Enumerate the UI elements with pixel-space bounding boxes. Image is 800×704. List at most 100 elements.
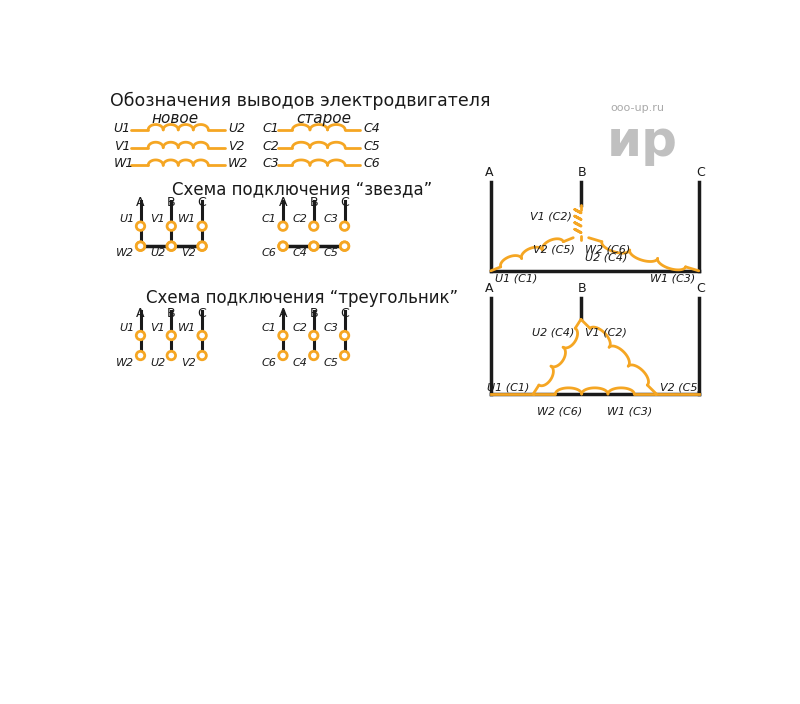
Text: W1: W1 — [114, 157, 134, 170]
Text: V1 (C2): V1 (C2) — [530, 211, 572, 221]
Circle shape — [136, 242, 145, 251]
Text: C3: C3 — [323, 214, 338, 224]
Text: C6: C6 — [363, 157, 380, 170]
Text: новое: новое — [151, 111, 198, 125]
Text: U2: U2 — [150, 249, 165, 258]
Text: U2 (C4): U2 (C4) — [585, 252, 627, 263]
Text: C6: C6 — [262, 249, 277, 258]
Circle shape — [198, 222, 206, 230]
Text: W2: W2 — [228, 157, 249, 170]
Text: C: C — [340, 307, 349, 320]
Text: U1 (C1): U1 (C1) — [494, 274, 537, 284]
Text: V2: V2 — [181, 249, 196, 258]
Circle shape — [310, 242, 318, 251]
Circle shape — [167, 351, 175, 360]
Circle shape — [278, 242, 287, 251]
Text: C: C — [696, 282, 705, 295]
Circle shape — [278, 222, 287, 230]
Circle shape — [278, 332, 287, 340]
Text: C6: C6 — [262, 358, 277, 367]
Text: B: B — [578, 166, 586, 180]
Text: C5: C5 — [363, 139, 380, 153]
Text: V2 (C5): V2 (C5) — [660, 382, 702, 393]
Text: C5: C5 — [323, 249, 338, 258]
Text: W1: W1 — [178, 323, 196, 333]
Circle shape — [340, 222, 349, 230]
Text: B: B — [167, 307, 176, 320]
Text: U2: U2 — [228, 122, 246, 135]
Circle shape — [198, 242, 206, 251]
Text: V1 (C2): V1 (C2) — [585, 327, 626, 337]
Circle shape — [167, 242, 175, 251]
Text: V2: V2 — [228, 139, 245, 153]
Text: C1: C1 — [262, 122, 279, 135]
Text: ooo-up.ru: ooo-up.ru — [610, 103, 664, 113]
Text: B: B — [167, 196, 176, 209]
Text: C: C — [198, 307, 206, 320]
Text: Схема подключения “звезда”: Схема подключения “звезда” — [172, 180, 432, 198]
Text: C3: C3 — [323, 323, 338, 333]
Text: V1: V1 — [114, 139, 130, 153]
Text: A: A — [136, 307, 145, 320]
Circle shape — [136, 222, 145, 230]
Text: ир: ир — [606, 118, 678, 166]
Text: V2 (C5): V2 (C5) — [533, 245, 574, 255]
Circle shape — [136, 351, 145, 360]
Text: Схема подключения “треугольник”: Схема подключения “треугольник” — [146, 289, 458, 308]
Circle shape — [340, 242, 349, 251]
Circle shape — [310, 351, 318, 360]
Text: C2: C2 — [293, 323, 307, 333]
Circle shape — [136, 242, 145, 251]
Circle shape — [167, 242, 175, 251]
Text: C5: C5 — [323, 358, 338, 367]
Text: C4: C4 — [293, 249, 307, 258]
Text: W1 (C3): W1 (C3) — [607, 406, 653, 416]
Text: U2 (C4): U2 (C4) — [533, 327, 574, 337]
Text: C4: C4 — [363, 122, 380, 135]
Text: W2: W2 — [116, 249, 134, 258]
Text: W2: W2 — [116, 358, 134, 367]
Text: C: C — [198, 196, 206, 209]
Circle shape — [310, 242, 318, 251]
Text: B: B — [578, 282, 586, 295]
Text: C2: C2 — [262, 139, 279, 153]
Text: V2: V2 — [181, 358, 196, 367]
Text: V1: V1 — [150, 214, 165, 224]
Text: U1: U1 — [114, 122, 130, 135]
Circle shape — [340, 242, 349, 251]
Circle shape — [167, 222, 175, 230]
Text: C3: C3 — [262, 157, 279, 170]
Text: W1: W1 — [178, 214, 196, 224]
Text: A: A — [136, 196, 145, 209]
Text: V1: V1 — [150, 323, 165, 333]
Circle shape — [278, 242, 287, 251]
Circle shape — [198, 351, 206, 360]
Text: B: B — [310, 307, 318, 320]
Circle shape — [167, 332, 175, 340]
Circle shape — [310, 222, 318, 230]
Circle shape — [340, 351, 349, 360]
Text: U1 (C1): U1 (C1) — [487, 382, 530, 393]
Text: C2: C2 — [293, 214, 307, 224]
Circle shape — [310, 332, 318, 340]
Text: C1: C1 — [262, 323, 277, 333]
Text: U2: U2 — [150, 358, 165, 367]
Text: W2 (C6): W2 (C6) — [585, 245, 630, 255]
Text: C4: C4 — [293, 358, 307, 367]
Circle shape — [278, 351, 287, 360]
Text: W2 (C6): W2 (C6) — [537, 406, 582, 416]
Text: Обозначения выводов электродвигателя: Обозначения выводов электродвигателя — [110, 92, 490, 110]
Text: C: C — [696, 166, 705, 180]
Text: W1 (C3): W1 (C3) — [650, 274, 695, 284]
Text: старое: старое — [296, 111, 351, 125]
Text: C1: C1 — [262, 214, 277, 224]
Circle shape — [136, 332, 145, 340]
Text: U1: U1 — [119, 323, 134, 333]
Circle shape — [340, 332, 349, 340]
Text: C: C — [340, 196, 349, 209]
Text: B: B — [310, 196, 318, 209]
Circle shape — [198, 242, 206, 251]
Text: U1: U1 — [119, 214, 134, 224]
Text: A: A — [278, 196, 287, 209]
Circle shape — [198, 332, 206, 340]
